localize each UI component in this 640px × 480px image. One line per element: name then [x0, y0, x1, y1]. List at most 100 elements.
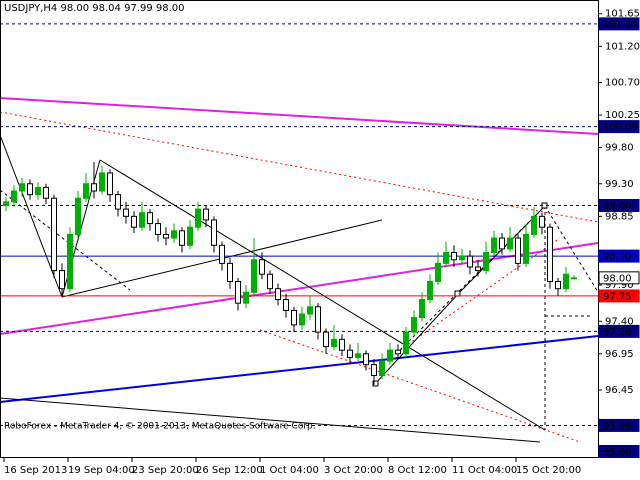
candle-body: [59, 270, 65, 290]
candle-body: [331, 338, 337, 348]
candle-body: [235, 280, 241, 304]
level-label: 98.00: [603, 273, 632, 284]
trend-line: [259, 329, 581, 443]
candle-body: [291, 309, 297, 326]
level-box: [598, 418, 640, 432]
trend-line: [544, 205, 599, 293]
candle-body: [219, 244, 225, 264]
candle-body: [179, 230, 185, 246]
candle-body: [283, 299, 289, 311]
trend-line: [374, 293, 459, 385]
candle-body: [523, 233, 529, 264]
candle-body: [531, 215, 537, 235]
candle-body: [299, 313, 305, 326]
candle-body: [467, 255, 473, 268]
candle-body: [187, 226, 193, 246]
x-tick-label: 1 Oct 04:00: [260, 465, 319, 476]
candle-body: [211, 219, 217, 246]
candle-body: [259, 259, 265, 275]
y-tick-label: 101.65: [605, 9, 640, 20]
candle-body: [443, 252, 449, 264]
level-box: [598, 271, 640, 285]
candle-body: [379, 360, 385, 377]
candle-body: [227, 262, 233, 282]
y-tick-label: 101.20: [605, 41, 640, 52]
candle-body: [163, 233, 169, 239]
candle-body: [323, 331, 329, 348]
level-label: 100.09: [603, 122, 638, 133]
candle-body: [131, 215, 137, 228]
x-tick-label: 19 Sep 04:00: [68, 465, 135, 476]
candle-body: [515, 237, 521, 264]
candle-body: [507, 237, 513, 250]
candle-body: [115, 194, 121, 210]
level-box: [598, 120, 640, 134]
trend-line: [399, 205, 546, 351]
y-tick-label: 99.80: [605, 143, 634, 154]
candle-body: [483, 252, 489, 272]
candle-body: [51, 197, 57, 272]
level-label: 97.75: [603, 291, 632, 302]
x-tick-label: 26 Sep 12:00: [196, 465, 263, 476]
candle-body: [251, 259, 257, 293]
y-tick-label: 99.30: [605, 179, 634, 190]
x-tick-label: 15 Oct 20:00: [516, 465, 581, 476]
level-box: [598, 17, 640, 31]
candle-body: [411, 317, 417, 333]
candle-body: [43, 186, 49, 199]
candle-body: [427, 280, 433, 301]
candle-body: [539, 215, 545, 228]
candle-body: [387, 349, 393, 362]
level-box: [598, 324, 640, 338]
candle-body: [91, 183, 97, 192]
y-tick-label: 98.85: [605, 211, 634, 222]
candle-body: [147, 212, 153, 225]
candle-body: [107, 172, 113, 196]
level-label: 95.60: [603, 447, 632, 458]
candle-body: [267, 273, 273, 290]
candle-body: [419, 299, 425, 319]
anchor: [454, 290, 461, 297]
candle-body: [11, 190, 17, 203]
candle-body: [363, 353, 369, 366]
candle-body: [27, 183, 33, 196]
candle-body: [435, 262, 441, 282]
candle-body: [339, 338, 345, 351]
x-tick-label: 8 Oct 12:00: [388, 465, 447, 476]
candle-body: [243, 291, 249, 304]
candles: [3, 162, 577, 385]
candle-body: [307, 306, 313, 315]
level-label: 98.30: [603, 252, 632, 263]
y-tick-label: 96.45: [605, 385, 634, 396]
level-label: 95.96: [603, 421, 632, 432]
levels: [0, 23, 598, 426]
candle-body: [563, 273, 569, 290]
footer: RoboForex - MetaTrader 4, © 2001-2013, M…: [4, 422, 316, 432]
plot-frame: [0, 0, 599, 458]
chart-title: USDJPY,H4 98.00 98.04 97.99 98.00: [4, 3, 185, 14]
level-box: [598, 444, 640, 458]
level-label: 97.26: [603, 327, 632, 338]
candle-body: [123, 208, 129, 217]
candle-body: [355, 353, 361, 358]
anchor: [372, 380, 379, 387]
level-box: [598, 198, 640, 212]
candle-body: [571, 277, 577, 280]
x-tick-label: 23 Sep 20:00: [132, 465, 199, 476]
candle-body: [347, 349, 353, 358]
trend-line: [0, 111, 599, 223]
y-tick-label: 97.40: [605, 316, 634, 327]
candle-body: [275, 288, 281, 301]
x-tick-label: 16 Sep 2013: [4, 465, 67, 476]
candle-body: [19, 183, 25, 192]
candle-body: [555, 280, 561, 290]
candle-body: [139, 212, 145, 228]
candle-body: [75, 197, 81, 235]
candle-body: [3, 201, 9, 206]
candle-body: [67, 233, 73, 290]
level-box: [598, 289, 640, 303]
candle-body: [203, 208, 209, 221]
candle-body: [83, 183, 89, 199]
